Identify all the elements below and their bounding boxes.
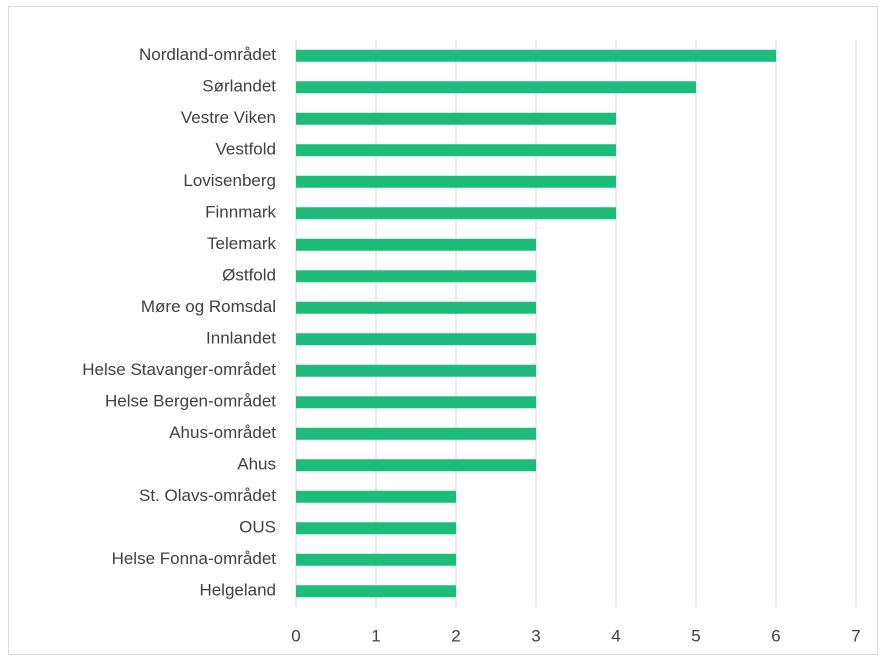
bar bbox=[296, 144, 616, 157]
x-tick-label: 7 bbox=[851, 626, 860, 645]
bar bbox=[296, 81, 696, 94]
bar bbox=[296, 459, 536, 472]
bar bbox=[296, 333, 536, 346]
y-tick-label: Østfold bbox=[222, 266, 276, 285]
bar bbox=[296, 175, 616, 188]
y-tick-label: Nordland-området bbox=[139, 45, 276, 64]
y-tick-label: Vestfold bbox=[216, 140, 277, 159]
y-tick-label: OUS bbox=[239, 518, 276, 537]
y-tick-label: Helse Stavanger-området bbox=[82, 360, 276, 379]
y-tick-label: Telemark bbox=[207, 234, 276, 253]
y-tick-label: Sørlandet bbox=[202, 77, 276, 96]
y-tick-label: Lovisenberg bbox=[183, 171, 276, 190]
y-tick-label: Ahus bbox=[237, 455, 276, 474]
x-tick-label: 3 bbox=[531, 626, 540, 645]
x-tick-label: 5 bbox=[691, 626, 700, 645]
bar bbox=[296, 553, 456, 566]
y-tick-label: Innlandet bbox=[206, 329, 276, 348]
bar bbox=[296, 427, 536, 440]
bar bbox=[296, 364, 536, 377]
x-tick-label: 0 bbox=[291, 626, 300, 645]
bar bbox=[296, 396, 536, 409]
bar bbox=[296, 207, 616, 220]
bar bbox=[296, 238, 536, 251]
bar bbox=[296, 522, 456, 535]
x-tick-label: 4 bbox=[611, 626, 620, 645]
y-tick-label: Vestre Viken bbox=[181, 108, 276, 127]
y-tick-label: Finnmark bbox=[205, 203, 276, 222]
bar bbox=[296, 490, 456, 503]
y-tick-label: St. Olavs-området bbox=[139, 486, 276, 505]
y-tick-label: Møre og Romsdal bbox=[141, 297, 276, 316]
bar bbox=[296, 270, 536, 283]
x-tick-label: 6 bbox=[771, 626, 780, 645]
bar bbox=[296, 49, 776, 62]
y-tick-label: Helse Fonna-området bbox=[112, 549, 277, 568]
y-tick-label: Helgeland bbox=[199, 581, 276, 600]
bar bbox=[296, 301, 536, 314]
bar bbox=[296, 112, 616, 125]
bar bbox=[296, 585, 456, 598]
x-tick-label: 1 bbox=[371, 626, 380, 645]
x-tick-label: 2 bbox=[451, 626, 460, 645]
y-tick-label: Helse Bergen-området bbox=[105, 392, 276, 411]
y-tick-label: Ahus-området bbox=[169, 423, 276, 442]
